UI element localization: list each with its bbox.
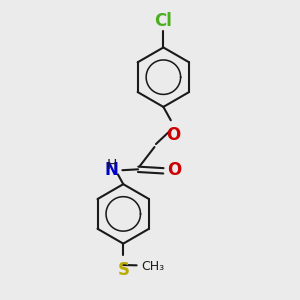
Text: O: O [167,161,182,179]
Text: N: N [104,160,118,178]
Text: CH₃: CH₃ [141,260,164,273]
Text: H: H [107,158,117,172]
Text: Cl: Cl [154,12,172,30]
Text: S: S [118,261,130,279]
Text: O: O [166,126,180,144]
